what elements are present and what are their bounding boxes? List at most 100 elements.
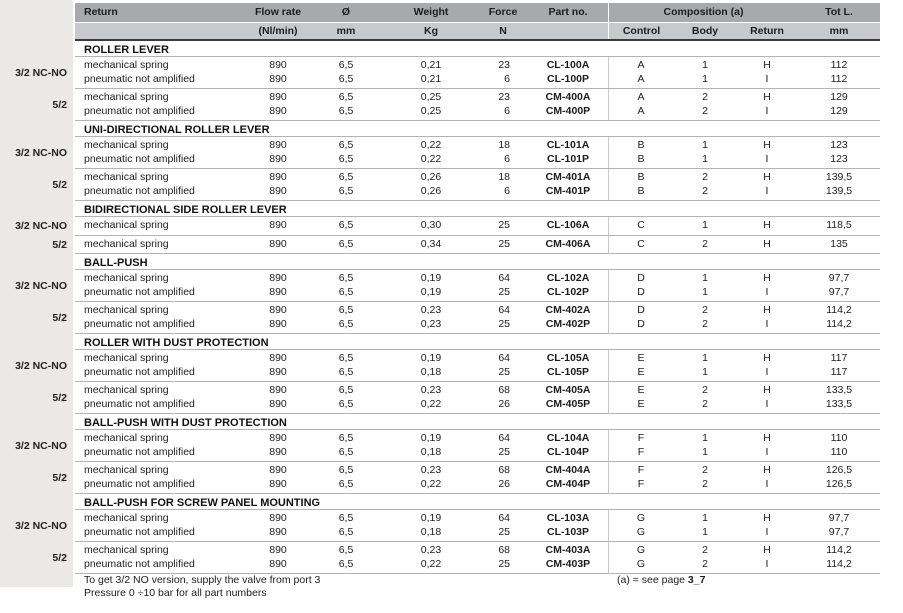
force: 68 <box>498 544 510 556</box>
composition-control: G <box>636 557 646 570</box>
total-length: 139,5 <box>825 184 853 197</box>
table-row: pneumatic not amplified 890 6,5 0,22 6 CL-101… <box>75 153 880 167</box>
return-type: pneumatic not amplified <box>84 557 195 570</box>
return-type: pneumatic not amplified <box>84 285 195 298</box>
part-number: CM-405P <box>545 397 591 410</box>
flow-rate: 890 <box>269 544 287 556</box>
weight: 0,22 <box>420 139 442 151</box>
valve-spec-table: Return Flow rate Ø Weight Force Part no.… <box>0 3 903 600</box>
force: 23 <box>498 91 510 103</box>
total-length: 112 <box>830 59 848 71</box>
table-row: mechanical spring 890 6,5 0,30 25 CL-106A C 1 H 1… <box>75 219 880 233</box>
col-header-comp-return: Return <box>750 25 784 37</box>
composition-body: 1 <box>702 272 708 284</box>
total-length: 133,5 <box>825 397 853 410</box>
force: 25 <box>498 317 510 330</box>
row-group-rows: mechanical spring 890 6,5 0,34 25 CM-406A C 2 H 1… <box>75 235 880 254</box>
total-length: 97,7 <box>828 525 850 538</box>
return-type: mechanical spring <box>84 272 169 284</box>
return-type: pneumatic not amplified <box>84 72 195 85</box>
composition-body: 2 <box>702 477 708 490</box>
flow-rate: 890 <box>269 91 287 103</box>
total-length: 97,7 <box>828 512 850 524</box>
table-header-row-2: (Nl/min) mm Kg N Control Body Return mm <box>75 23 880 39</box>
row-group-rows: mechanical spring 890 6,5 0,19 64 CL-102A D 1 H 9… <box>75 270 880 302</box>
composition-control: A <box>637 104 645 117</box>
part-number: CL-100A <box>546 59 590 71</box>
composition-body: 1 <box>702 152 708 165</box>
flow-rate: 890 <box>269 304 287 316</box>
composition-return: H <box>763 171 771 183</box>
table-row: mechanical spring 890 6,5 0,23 68 CM-403A G 2 H 1… <box>75 544 880 558</box>
composition-return: I <box>765 525 769 538</box>
return-type: mechanical spring <box>84 432 169 444</box>
flow-rate: 890 <box>269 72 287 85</box>
composition-body: 2 <box>702 544 708 556</box>
part-number: CL-101A <box>546 139 590 151</box>
section-title: BIDIRECTIONAL SIDE ROLLER LEVER <box>75 201 880 217</box>
table-row: pneumatic not amplified 890 6,5 0,25 6 CM-400… <box>75 105 880 119</box>
diameter: 6,5 <box>338 352 354 364</box>
section-title: BALL-PUSH FOR SCREW PANEL MOUNTING <box>75 494 880 510</box>
table-body: ROLLER LEVER 3/2 NC-NO mechanical spring 89… <box>0 41 903 574</box>
row-group: 5/2 mechanical spring 890 6,5 0,26 18 CM-401A B… <box>0 169 903 201</box>
composition-control: G <box>636 525 646 538</box>
total-length: 129 <box>830 104 848 117</box>
composition-control: B <box>637 171 645 183</box>
composition-body: 1 <box>702 285 708 298</box>
composition-control: E <box>637 365 645 378</box>
total-length: 135 <box>830 237 848 250</box>
composition-return: I <box>765 184 769 197</box>
total-length: 129 <box>830 91 848 103</box>
composition-return: H <box>763 91 771 103</box>
return-type: mechanical spring <box>84 544 169 556</box>
composition-control: D <box>637 317 645 330</box>
composition-control: D <box>637 304 645 316</box>
flow-rate: 890 <box>269 464 287 476</box>
composition-return: H <box>763 139 771 151</box>
diameter: 6,5 <box>338 304 354 316</box>
force: 25 <box>498 219 510 231</box>
weight: 0,25 <box>420 91 442 103</box>
total-length: 117 <box>830 365 848 378</box>
composition-body: 2 <box>702 171 708 183</box>
table-row: pneumatic not amplified 890 6,5 0,26 6 CM-401… <box>75 185 880 199</box>
composition-control: B <box>637 152 645 165</box>
composition-return: I <box>765 72 769 85</box>
force: 68 <box>498 384 510 396</box>
part-number: CL-103A <box>546 512 590 524</box>
flow-rate: 890 <box>269 237 287 250</box>
col-header-tot-l: Tot L. <box>825 6 853 18</box>
total-length: 110 <box>830 445 848 458</box>
composition-body: 1 <box>702 445 708 458</box>
flow-rate: 890 <box>269 525 287 538</box>
composition-return: H <box>763 512 771 524</box>
composition-return: H <box>763 59 771 71</box>
col-header-diameter-unit: mm <box>336 25 356 37</box>
force: 68 <box>498 464 510 476</box>
return-type: mechanical spring <box>84 139 169 151</box>
diameter: 6,5 <box>338 91 354 103</box>
part-number: CM-404A <box>545 464 591 476</box>
row-group: 5/2 mechanical spring 890 6,5 0,23 68 CM-405A E… <box>0 382 903 414</box>
valve-function-label: 5/2 <box>52 552 67 564</box>
footnotes: To get 3/2 NO version, supply the valve … <box>84 574 884 600</box>
flow-rate: 890 <box>269 384 287 396</box>
force: 25 <box>498 557 510 570</box>
col-header-tot-l-unit: mm <box>829 25 849 37</box>
composition-control: G <box>636 512 646 524</box>
composition-body: 2 <box>702 397 708 410</box>
force: 64 <box>498 272 510 284</box>
composition-control: C <box>637 219 645 231</box>
force: 23 <box>498 59 510 71</box>
total-length: 112 <box>830 72 848 85</box>
total-length: 110 <box>830 432 848 444</box>
row-group-rows: mechanical spring 890 6,5 0,30 25 CL-106A C 1 H 1… <box>75 217 880 236</box>
diameter: 6,5 <box>338 139 354 151</box>
composition-control: D <box>637 285 645 298</box>
composition-body: 1 <box>702 72 708 85</box>
diameter: 6,5 <box>338 365 354 378</box>
flow-rate: 890 <box>269 317 287 330</box>
composition-return: I <box>765 365 769 378</box>
flow-rate: 890 <box>269 104 287 117</box>
